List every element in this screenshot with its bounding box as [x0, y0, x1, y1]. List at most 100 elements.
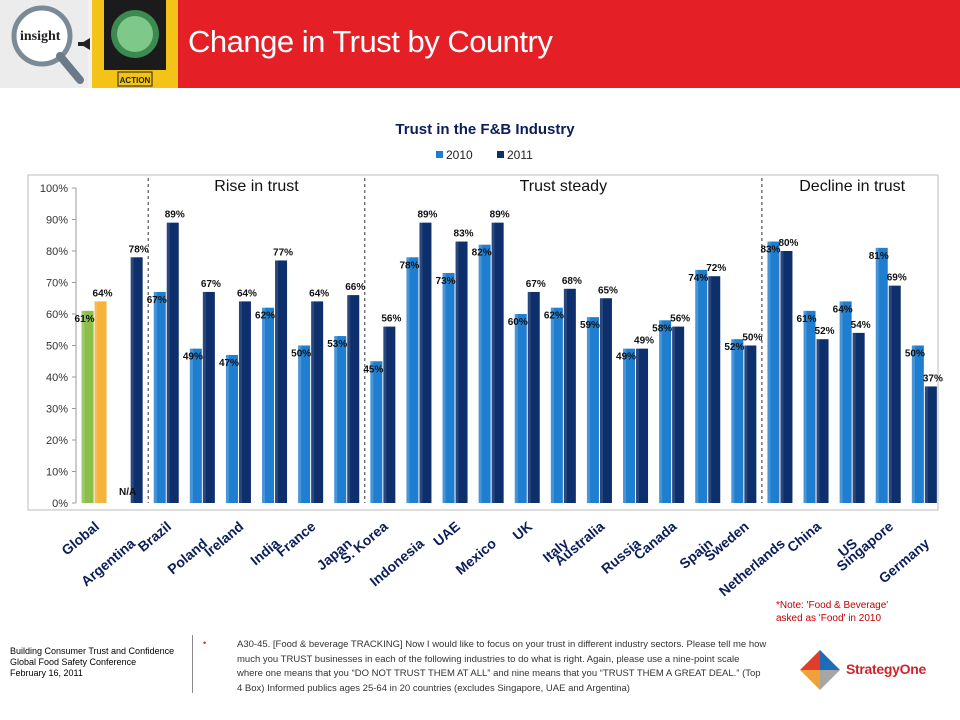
bars — [81, 222, 937, 504]
note-line-2: asked as 'Food' in 2010 — [776, 613, 881, 624]
data-label-2010: 59% — [580, 320, 600, 331]
data-label-2010: 60% — [508, 317, 528, 328]
bar-highlight — [334, 336, 338, 503]
bar-highlight — [563, 288, 567, 503]
data-label-2011: 54% — [851, 320, 871, 331]
data-label-2010: 62% — [544, 311, 564, 322]
bar-2010 — [189, 348, 202, 503]
data-label-2011: 89% — [165, 210, 185, 221]
bar-highlight — [744, 345, 748, 503]
data-label-2010: N/A — [119, 487, 136, 498]
bar-2011 — [780, 251, 793, 503]
data-label-2010: 82% — [472, 248, 492, 259]
data-label-2011: 64% — [93, 288, 113, 299]
data-label-2011: 52% — [815, 326, 835, 337]
bar-2011 — [311, 301, 324, 503]
bar-2010 — [695, 269, 708, 503]
group-labels: Rise in trust Trust steady Decline in trus… — [214, 178, 905, 195]
bar-2011 — [852, 332, 865, 503]
bar-highlight — [153, 291, 157, 503]
data-label-2011: 89% — [417, 210, 437, 221]
data-label-2011: 56% — [670, 314, 690, 325]
note: *Note: 'Food & Beverage' asked as 'Food'… — [776, 599, 888, 625]
legend: 2010 2011 — [436, 148, 533, 162]
data-label-2011: 67% — [201, 279, 221, 290]
bar-highlight — [731, 339, 735, 503]
bar-2011 — [275, 260, 288, 503]
bar-2011 — [419, 222, 432, 503]
data-label-2011: 80% — [778, 238, 798, 249]
data-label-2011: 68% — [562, 276, 582, 287]
bar-highlight — [514, 314, 518, 503]
conference-line-2: Global Food Safety Conference — [10, 657, 137, 667]
bar-highlight — [347, 295, 351, 503]
bar-highlight — [852, 332, 856, 503]
group-label: Trust steady — [520, 178, 607, 195]
bar-highlight — [767, 241, 771, 504]
category-label: UK — [509, 518, 535, 543]
data-label-2010: 58% — [652, 323, 672, 334]
legend-swatch-2010 — [436, 151, 443, 158]
data-label-2010: 53% — [327, 339, 347, 350]
bar-highlight — [298, 345, 302, 503]
bar-2010 — [659, 320, 672, 503]
bar-2011 — [563, 288, 576, 503]
data-label-2011: 37% — [923, 373, 943, 384]
data-label-2011: 65% — [598, 285, 618, 296]
bar-2011 — [130, 257, 143, 503]
bar-2010 — [442, 273, 455, 503]
footnote: A30-45. [Food & beverage TRACKING] Now I… — [237, 639, 767, 694]
data-label-2010: 45% — [363, 364, 383, 375]
bar-highlight — [672, 326, 676, 503]
bar-highlight — [911, 345, 915, 503]
y-tick-label: 40% — [46, 372, 68, 384]
bar-2010 — [262, 307, 275, 503]
y-tick-label: 50% — [46, 341, 68, 353]
trust-chart: Trust in the F&B Industry 2010 2011 0% 10… — [27, 121, 943, 599]
bar-2011 — [924, 386, 937, 503]
data-label-2011: 49% — [634, 336, 654, 347]
data-label-2010: 50% — [291, 349, 311, 360]
y-tick-label: 0% — [52, 498, 68, 510]
bar-2011 — [166, 222, 179, 503]
bar-2010 — [875, 247, 888, 503]
bar-highlight — [888, 285, 892, 503]
conference-line-3: February 16, 2011 — [10, 668, 83, 678]
bar-2011 — [202, 291, 215, 503]
bar-highlight — [442, 273, 446, 503]
data-label-2011: 64% — [309, 288, 329, 299]
bar-2010 — [803, 310, 816, 503]
bar-highlight — [166, 222, 170, 503]
bar-2010 — [81, 310, 94, 503]
footer-divider — [192, 635, 193, 693]
bar-highlight — [623, 348, 627, 503]
y-tick-label: 30% — [46, 404, 68, 416]
data-label-2010: 50% — [905, 349, 925, 360]
bar-highlight — [130, 257, 134, 503]
legend-swatch-2011 — [497, 151, 504, 158]
category-label: Brazil — [135, 518, 174, 555]
bar-highlight — [924, 386, 928, 503]
legend-label-2011: 2011 — [507, 148, 533, 162]
group-label: Rise in trust — [214, 178, 299, 195]
data-label-2010: 74% — [688, 273, 708, 284]
bar-2011 — [347, 295, 360, 503]
bar-highlight — [455, 241, 459, 504]
bar-2011 — [708, 276, 721, 503]
bar-highlight — [383, 326, 387, 503]
bar-highlight — [419, 222, 423, 503]
data-label-2011: 78% — [129, 244, 149, 255]
category-label: Global — [58, 518, 102, 558]
bar-2011 — [599, 298, 612, 503]
bar-2011 — [383, 326, 396, 503]
bar-2011 — [238, 301, 251, 503]
data-label-2011: 77% — [273, 247, 293, 258]
bar-2011 — [527, 291, 540, 503]
category-label: Argentina — [78, 535, 139, 589]
bar-highlight — [527, 291, 531, 503]
category-label: Canada — [631, 518, 680, 563]
bar-highlight — [275, 260, 279, 503]
y-tick-label: 100% — [40, 183, 68, 195]
data-label-2011: 67% — [526, 279, 546, 290]
